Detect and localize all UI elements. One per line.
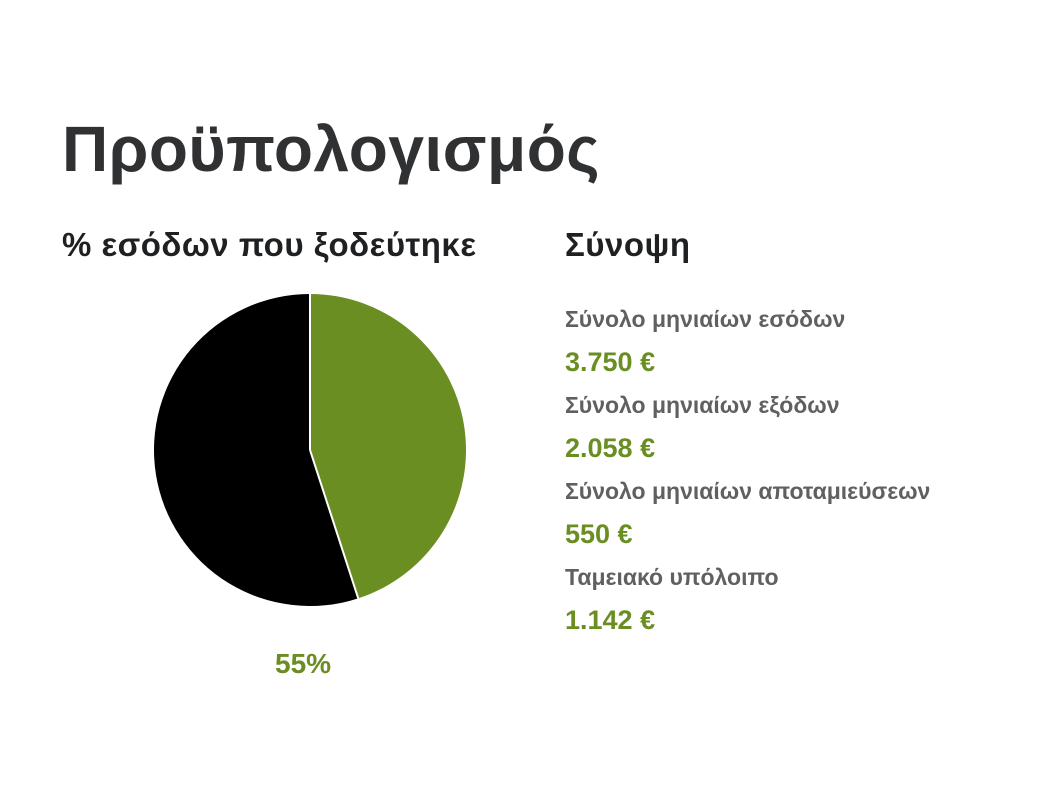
chart-heading: % εσόδων που ξοδεύτηκε — [62, 226, 477, 263]
summary-value: 1.142 € — [565, 605, 656, 635]
summary-label: Σύνολο μηνιαίων αποταμιεύσεων — [565, 478, 931, 504]
summary-item-cash-balance: Ταμειακό υπόλοιπο 1.142 € — [565, 558, 1025, 644]
pie-slice-remaining — [310, 294, 466, 599]
pie-separator — [309, 449, 360, 599]
summary-value: 550 € — [565, 519, 633, 549]
summary-item-monthly-expenses: Σύνολο μηνιαίων εξόδων 2.058 € — [565, 386, 1025, 472]
summary-label: Ταμειακό υπόλοιπο — [565, 564, 779, 590]
summary-list: Σύνολο μηνιαίων εσόδων 3.750 € Σύνολο μη… — [565, 300, 1025, 644]
summary-item-monthly-savings: Σύνολο μηνιαίων αποταμιεύσεων 550 € — [565, 472, 1025, 558]
pie-slice-spent — [153, 294, 359, 606]
pie-data-label: 55% — [275, 648, 332, 679]
summary-item-monthly-income: Σύνολο μηνιαίων εσόδων 3.750 € — [565, 300, 1025, 386]
summary-label: Σύνολο μηνιαίων εξόδων — [565, 392, 840, 418]
pie-chart — [153, 294, 466, 606]
summary-value: 2.058 € — [565, 433, 656, 463]
page-title: Προϋπολογισμός — [62, 113, 601, 185]
summary-label: Σύνολο μηνιαίων εσόδων — [565, 306, 846, 332]
summary-heading: Σύνοψη — [565, 226, 691, 263]
summary-value: 3.750 € — [565, 347, 656, 377]
